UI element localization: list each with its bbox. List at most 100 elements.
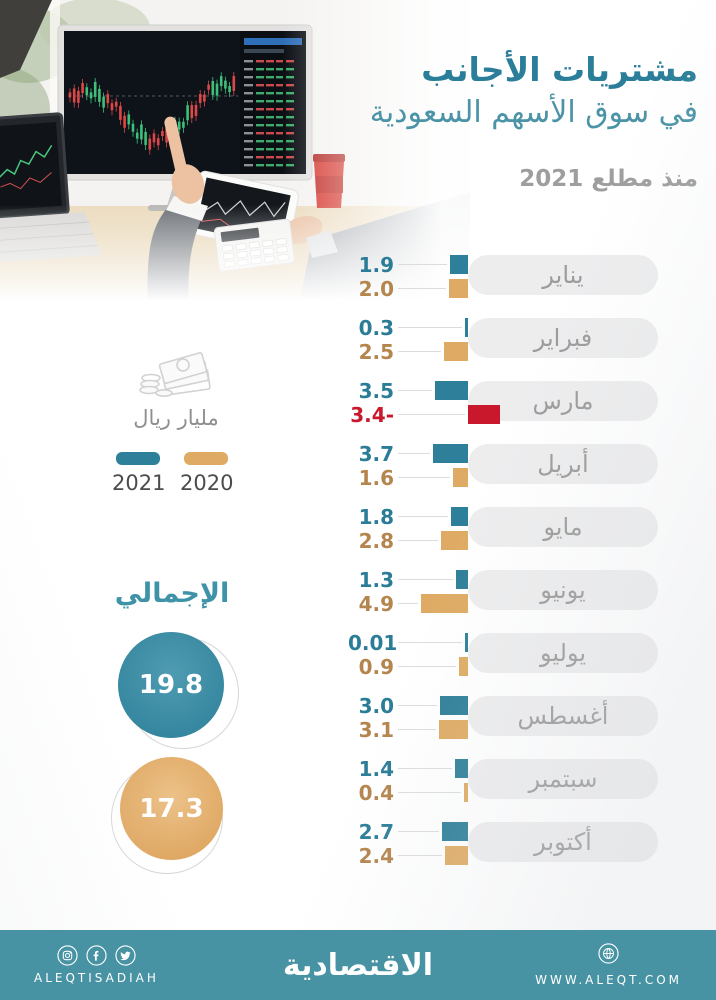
leader-line — [398, 414, 465, 415]
page-subtitle: في سوق الأسهم السعودية — [369, 95, 698, 130]
leader-line — [398, 831, 440, 832]
month-pill: يونيو — [468, 570, 658, 610]
value-label-2021: 3.5 — [358, 379, 394, 403]
page-title: مشتريات الأجانب — [421, 50, 698, 89]
bar-2020 — [438, 720, 468, 739]
instagram-icon — [57, 945, 78, 966]
banknotes-coins-icon — [139, 351, 211, 397]
value-label-2020: 0.9 — [358, 655, 394, 679]
month-pill: يناير — [468, 255, 658, 295]
leader-line — [398, 288, 446, 289]
footer-website: WWW.ALEQT.COM — [535, 973, 682, 987]
month-pill: فبراير — [468, 318, 658, 358]
value-label-2021: 3.0 — [358, 694, 394, 718]
candlestick-chart — [68, 71, 236, 155]
value-label-2021: 0.3 — [358, 316, 394, 340]
leader-line — [398, 642, 462, 643]
leader-line — [398, 666, 457, 667]
legend-label-2020: 2020 — [180, 471, 234, 495]
leader-line — [398, 540, 439, 541]
bar-2020 — [441, 531, 468, 550]
period-label: منذ مطلع 2021 — [519, 166, 698, 192]
month-pill: مايو — [468, 507, 658, 547]
month-label: أكتوبر — [534, 828, 592, 856]
month-row: يوليو 0.01 0.9 — [348, 631, 660, 679]
bar-2020 — [459, 657, 468, 676]
footer-bar: ALEQTISADIAH الاقتصادية WWW.ALEQT.COM — [0, 930, 716, 1000]
month-label: مارس — [532, 387, 594, 415]
value-label-2021: 1.4 — [358, 757, 394, 781]
value-label-2021: 1.9 — [358, 253, 394, 277]
hero-photo-trading-desk — [0, 0, 470, 310]
month-row: أغسطس 3.0 3.1 — [348, 694, 660, 742]
value-label-2021: 1.8 — [358, 505, 394, 529]
value-label-2021: 3.7 — [358, 442, 394, 466]
total-value-2021: 19.8 — [138, 670, 204, 700]
bar-2020 — [449, 279, 468, 298]
value-label-2020: 3.4- — [350, 403, 394, 427]
facebook-icon — [86, 945, 107, 966]
legend-item-2020: 2020 — [180, 452, 234, 495]
month-row: مارس 3.5 3.4- — [348, 379, 660, 427]
total-value-2020: 17.3 — [139, 793, 204, 824]
bar-2020 — [452, 468, 468, 487]
calculator-keys — [222, 238, 289, 268]
month-label: يوليو — [539, 639, 587, 667]
leader-line — [398, 579, 453, 580]
chart-legend: 2021 2020 — [112, 452, 234, 495]
total-circle-2021: 19.8 — [118, 632, 224, 738]
bar-2021 — [439, 696, 468, 715]
bar-2021 — [449, 255, 468, 274]
month-pill: أغسطس — [468, 696, 658, 736]
month-label: فبراير — [533, 324, 593, 352]
bar-2020 — [445, 846, 468, 865]
bar-2021 — [465, 318, 468, 337]
bar-2021 — [454, 759, 468, 778]
bar-2020 — [464, 783, 468, 802]
month-label: يناير — [542, 261, 584, 289]
value-label-2020: 2.5 — [358, 340, 394, 364]
leader-line — [398, 453, 430, 454]
quotes-table — [244, 60, 294, 167]
month-label: أغسطس — [517, 702, 609, 730]
month-pill: سبتمبر — [468, 759, 658, 799]
month-row: سبتمبر 1.4 0.4 — [348, 757, 660, 805]
globe-icon — [598, 943, 619, 964]
month-pill: أبريل — [468, 444, 658, 484]
value-label-2021: 1.3 — [358, 568, 394, 592]
footer-website-block: WWW.ALEQT.COM — [535, 943, 682, 987]
value-label-2020: 2.8 — [358, 529, 394, 553]
leader-line — [398, 705, 437, 706]
totals-heading: الإجمالي — [114, 578, 230, 609]
bar-2020 — [468, 405, 501, 424]
leader-line — [398, 603, 419, 604]
leader-line — [398, 351, 442, 352]
month-row: يناير 1.9 2.0 — [348, 253, 660, 301]
value-label-2020: 2.0 — [358, 277, 394, 301]
footer-social-block: ALEQTISADIAH — [34, 945, 159, 985]
value-label-2020: 4.9 — [358, 592, 394, 616]
month-row: فبراير 0.3 2.5 — [348, 316, 660, 364]
twitter-icon — [115, 945, 136, 966]
leader-line — [398, 516, 448, 517]
total-circle-2020: 17.3 — [120, 757, 223, 860]
bar-2021 — [434, 381, 468, 400]
month-label: يونيو — [540, 576, 586, 604]
month-pill: يوليو — [468, 633, 658, 673]
leader-line — [398, 768, 452, 769]
bar-2021 — [450, 507, 468, 526]
legend-swatch-2021 — [116, 452, 160, 465]
value-label-2020: 0.4 — [358, 781, 394, 805]
legend-swatch-2020 — [184, 452, 228, 465]
bar-2020 — [444, 342, 468, 361]
month-row: أبريل 3.7 1.6 — [348, 442, 660, 490]
month-row: يونيو 1.3 4.9 — [348, 568, 660, 616]
leader-line — [398, 792, 462, 793]
footer-handle: ALEQTISADIAH — [34, 971, 159, 985]
month-label: أبريل — [537, 450, 589, 478]
legend-item-2021: 2021 — [112, 452, 165, 495]
leader-line — [398, 855, 443, 856]
unit-block: مليار ريال — [118, 351, 234, 430]
unit-label: مليار ريال — [133, 406, 219, 430]
monthly-bars: يناير 1.9 2.0 فبراير 0.3 2.5 مارس 3.5 3.4- أبريل 3… — [348, 253, 660, 868]
